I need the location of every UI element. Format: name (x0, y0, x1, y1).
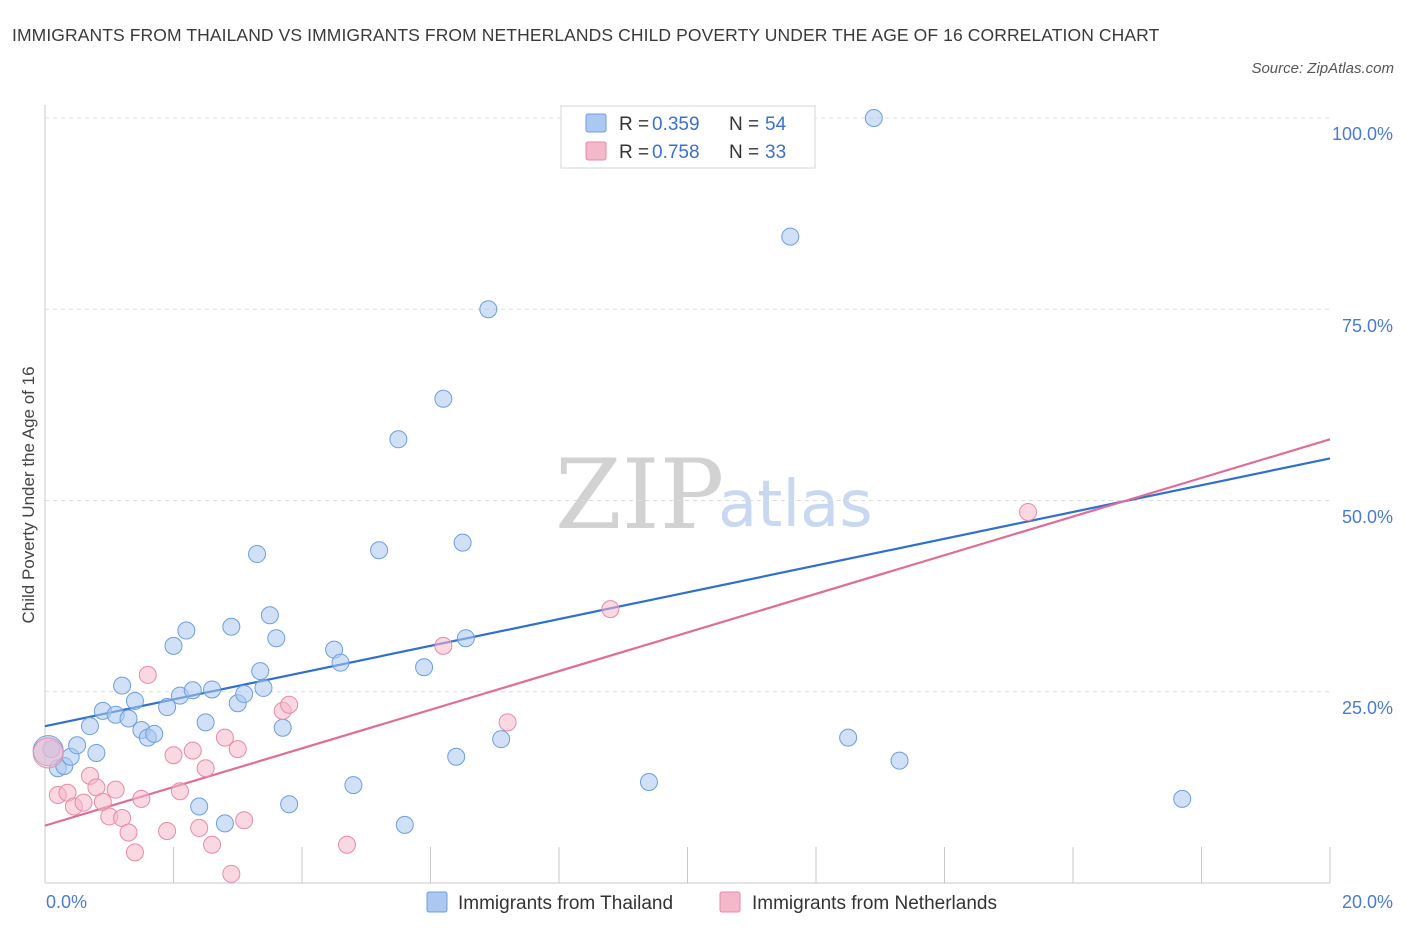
y-tick-label-25: 25.0% (1342, 698, 1393, 718)
point-thailand-5 (80, 717, 99, 736)
point-netherlands-32 (32, 737, 64, 769)
point-thailand-28 (251, 662, 270, 681)
point-netherlands-11 (125, 843, 144, 862)
grid-lines (45, 117, 1330, 693)
point-netherlands-29 (498, 713, 517, 732)
series-legend: Immigrants from Thailand Immigrants from… (426, 891, 997, 914)
point-thailand-16 (164, 636, 183, 655)
point-thailand-51 (890, 751, 909, 770)
y-tick-label-75: 75.0% (1342, 316, 1393, 336)
y-tick-label-100: 100.0% (1332, 124, 1393, 144)
series-legend-label-thailand: Immigrants from Thailand (458, 893, 673, 914)
point-netherlands-3 (74, 793, 93, 812)
point-thailand-35 (331, 653, 350, 672)
point-netherlands-20 (203, 835, 222, 854)
point-netherlands-8 (106, 780, 125, 799)
point-thailand-32 (273, 718, 292, 737)
legend-r-label-netherlands: R = (619, 142, 649, 163)
point-netherlands-13 (138, 665, 157, 684)
point-netherlands-12 (132, 789, 151, 808)
point-netherlands-16 (170, 782, 189, 801)
point-thailand-6 (87, 743, 106, 762)
point-netherlands-17 (183, 741, 202, 760)
point-netherlands-14 (158, 821, 177, 840)
series-legend-label-netherlands: Immigrants from Netherlands (752, 893, 997, 914)
legend-swatch-netherlands (585, 141, 607, 161)
point-thailand-14 (145, 724, 164, 743)
y-axis-label: Child Poverty Under the Age of 16 (19, 366, 38, 623)
point-thailand-30 (254, 678, 273, 697)
point-thailand-19 (183, 681, 202, 700)
stats-legend: R = 0.359 N = 54 R = 0.758 N = 33 (560, 105, 816, 169)
point-thailand-24 (222, 617, 241, 636)
point-thailand-42 (447, 747, 466, 766)
point-thailand-41 (434, 389, 453, 408)
point-thailand-27 (248, 545, 267, 564)
point-thailand-44 (456, 629, 475, 648)
point-thailand-4 (68, 736, 87, 755)
point-thailand-18 (177, 621, 196, 640)
point-thailand-38 (389, 430, 408, 449)
series-legend-swatch-thailand (426, 891, 448, 913)
point-thailand-23 (215, 814, 234, 833)
point-netherlands-28 (434, 636, 453, 655)
point-thailand-11 (125, 691, 144, 710)
x-tick-label-max: 20.0% (1342, 892, 1393, 912)
point-netherlands-22 (222, 864, 241, 883)
point-thailand-36 (344, 776, 363, 795)
point-netherlands-30 (601, 600, 620, 619)
point-netherlands-15 (164, 746, 183, 765)
legend-r-label-thailand: R = (619, 114, 649, 135)
point-thailand-46 (492, 730, 511, 749)
point-thailand-40 (415, 658, 434, 677)
point-thailand-26 (235, 685, 254, 704)
y-tick-label-50: 50.0% (1342, 507, 1393, 527)
point-thailand-50 (864, 109, 883, 127)
data-points (32, 109, 1192, 883)
point-thailand-52 (1173, 789, 1192, 808)
x-tick-label-min: 0.0% (46, 892, 87, 912)
point-thailand-21 (196, 713, 215, 732)
source-label: Source: ZipAtlas.com (1251, 60, 1394, 77)
legend-n-label-netherlands: N = (729, 142, 759, 163)
point-thailand-10 (119, 709, 138, 728)
point-netherlands-24 (235, 811, 254, 830)
point-netherlands-23 (228, 740, 247, 759)
point-netherlands-31 (1019, 502, 1038, 521)
legend-r-value-netherlands: 0.758 (652, 142, 700, 163)
legend-n-value-netherlands: 33 (765, 142, 786, 163)
point-netherlands-10 (119, 823, 138, 842)
point-netherlands-26 (280, 695, 299, 714)
point-thailand-49 (839, 728, 858, 747)
legend-r-value-thailand: 0.359 (652, 114, 700, 135)
point-thailand-48 (781, 227, 800, 246)
point-thailand-29 (260, 606, 279, 625)
legend-n-value-thailand: 54 (765, 114, 787, 135)
point-thailand-47 (639, 773, 658, 792)
point-thailand-20 (190, 797, 209, 816)
chart-title: IMMIGRANTS FROM THAILAND VS IMMIGRANTS F… (12, 25, 1160, 45)
point-netherlands-19 (196, 759, 215, 778)
point-thailand-39 (395, 815, 414, 834)
point-thailand-37 (370, 541, 389, 560)
legend-n-label-thailand: N = (729, 114, 759, 135)
point-thailand-33 (280, 795, 299, 814)
point-thailand-45 (479, 300, 498, 319)
point-thailand-31 (267, 629, 286, 648)
point-netherlands-21 (215, 728, 234, 747)
point-thailand-15 (158, 698, 177, 717)
watermark-zip: ZIP (555, 439, 724, 551)
series-legend-swatch-netherlands (719, 891, 741, 913)
trend-line-netherlands (44, 438, 1331, 827)
point-netherlands-27 (337, 835, 356, 854)
point-thailand-9 (113, 676, 132, 695)
point-netherlands-18 (190, 818, 209, 837)
point-thailand-43 (453, 533, 472, 552)
legend-swatch-thailand (585, 113, 607, 133)
watermark-atlas: atlas (718, 468, 873, 542)
point-thailand-22 (203, 680, 222, 699)
